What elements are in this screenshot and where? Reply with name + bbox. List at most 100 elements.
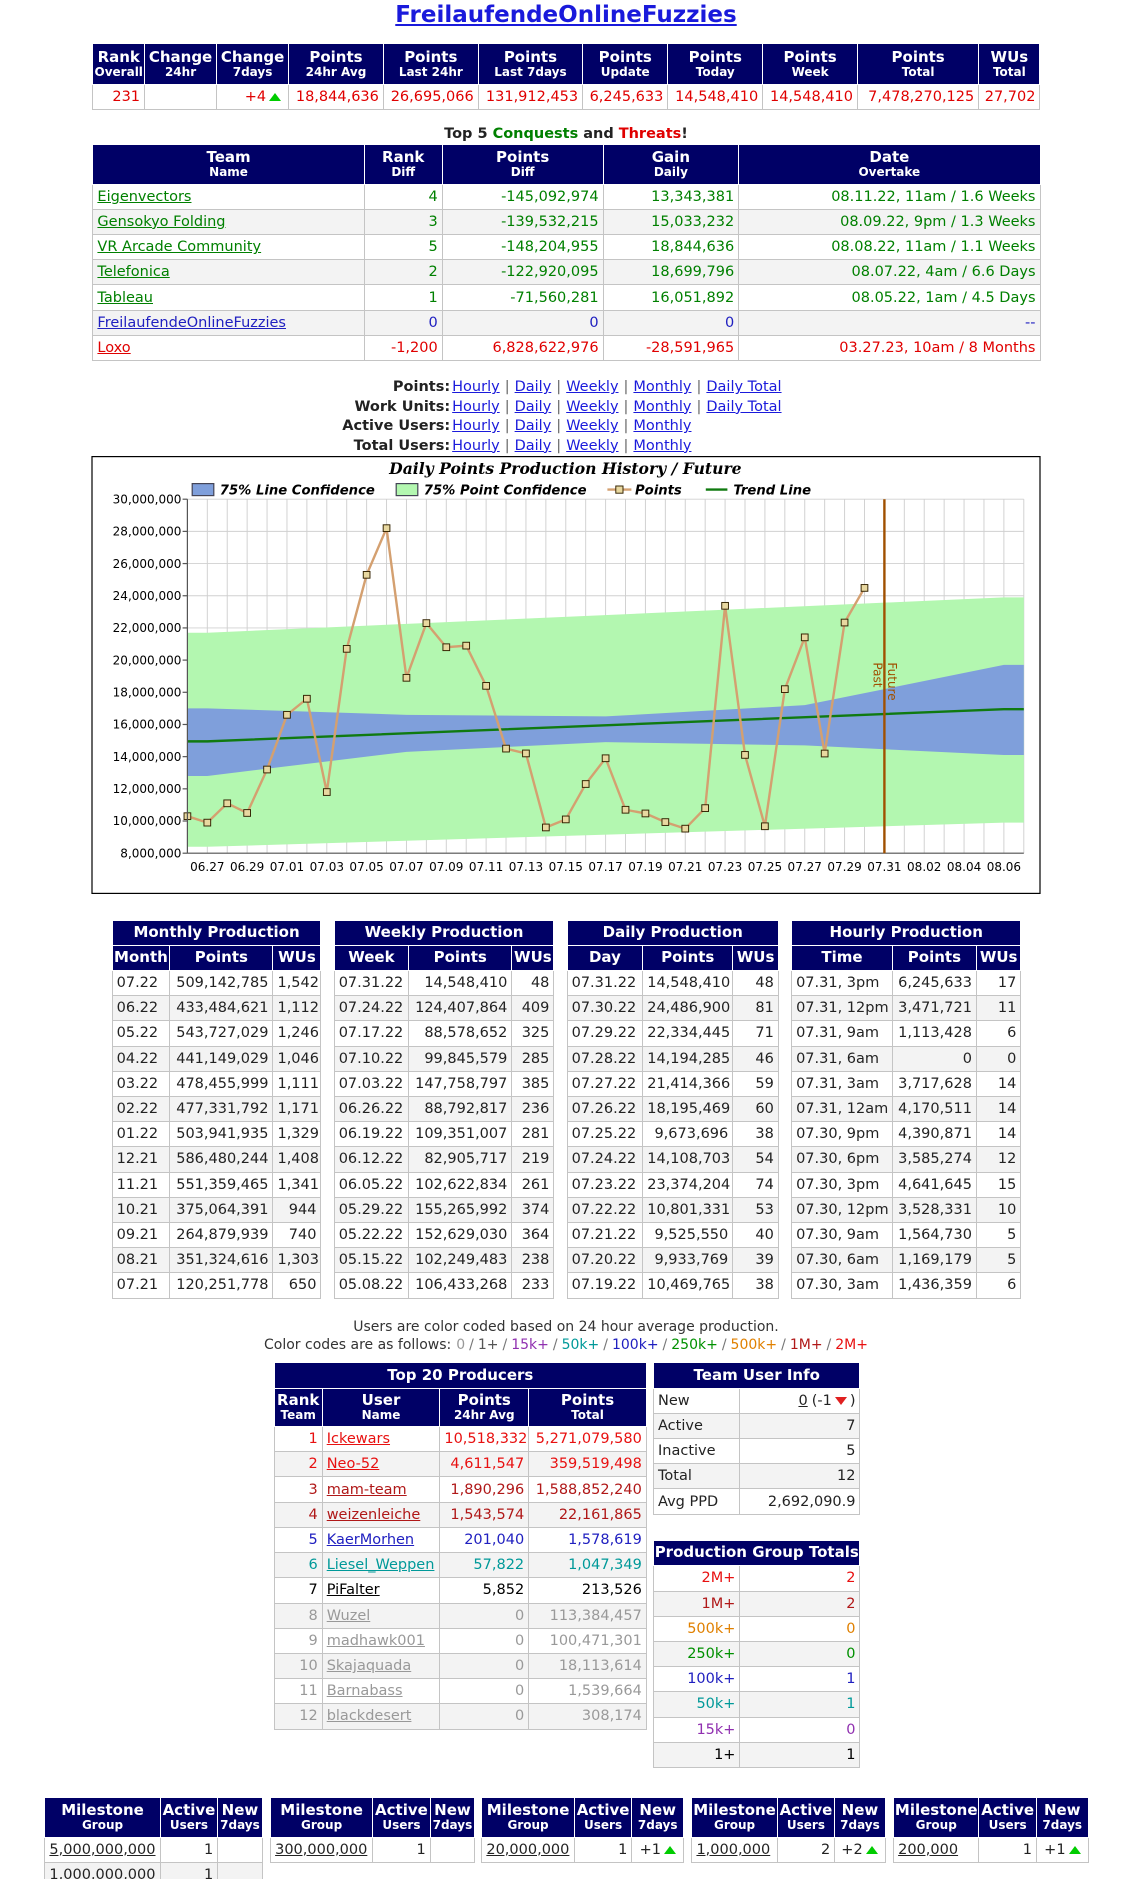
link-separator: |	[696, 398, 702, 415]
cell-link[interactable]: Gensokyo Folding	[97, 213, 226, 230]
nav-link[interactable]: Weekly	[566, 398, 619, 415]
cell-link[interactable]: Ickewars	[326, 1431, 391, 1448]
cell-link[interactable]: Liesel_Weppen	[326, 1557, 435, 1574]
table-cell: 300,000,000	[270, 1836, 374, 1863]
table-cell: 1,171	[272, 1095, 322, 1123]
table-row: 08.21 351,324,616 1,303	[111, 1247, 322, 1274]
cell-text: 07.31, 3am	[796, 1075, 880, 1092]
cell-text: 1	[308, 1431, 318, 1448]
cell-link[interactable]: 0	[798, 1392, 808, 1409]
cell-link[interactable]: 200,000	[898, 1841, 959, 1858]
cell-link[interactable]: madhawk001	[326, 1632, 425, 1649]
nav-link[interactable]: Monthly	[633, 398, 692, 415]
cell-link[interactable]: Skajaquada	[326, 1658, 412, 1674]
table-cell: Skajaquada	[321, 1652, 441, 1680]
nav-link[interactable]: Monthly	[633, 437, 692, 454]
cell-text: 500k+	[687, 1620, 736, 1637]
table-cell: -71,560,281	[441, 284, 604, 311]
nav-link[interactable]: Hourly	[452, 398, 500, 415]
cell-text: Total	[658, 1468, 692, 1485]
nav-link[interactable]: Daily Total	[706, 379, 782, 396]
cell-link[interactable]: Wuzel	[326, 1607, 371, 1624]
nav-link[interactable]: Daily	[514, 398, 552, 415]
team-user-info-table: Team User Info New 0 (-1) Active 7 Inactive 5 To…	[653, 1362, 861, 1515]
x-tick-label: 08.04	[947, 860, 981, 874]
cell-link[interactable]: Barnabass	[326, 1683, 403, 1700]
link-label: Work Units:	[354, 398, 451, 415]
cell-link[interactable]: 5,000,000,000	[49, 1841, 156, 1858]
table-cell: --	[738, 309, 1041, 336]
table-cell: 650	[272, 1272, 322, 1299]
table-title: Weekly Production	[333, 919, 555, 946]
x-tick-label: 07.23	[708, 860, 742, 874]
cell-link[interactable]: 1,000,000,000	[49, 1866, 156, 1879]
table-row: FreilaufendeOnlineFuzzies 0 0 0 --	[92, 309, 1041, 336]
table-cell: 385	[511, 1070, 555, 1097]
cell-link[interactable]: 20,000,000	[486, 1841, 570, 1858]
table-row: 231 +4 18,844,636 26,695,066 131,912,453 6,24…	[92, 84, 1041, 111]
nav-link[interactable]: Hourly	[452, 379, 500, 396]
table-row: 05.15.22 102,249,483 238	[333, 1247, 555, 1274]
cell-link[interactable]: PiFalter	[326, 1582, 380, 1599]
nav-link[interactable]: Daily	[514, 418, 552, 435]
cell-link[interactable]: KaerMorhen	[326, 1531, 415, 1548]
arrow-shape	[664, 1845, 676, 1854]
header-main: Points	[783, 47, 837, 66]
table-row: 07.22.22 10,801,331 53	[566, 1196, 779, 1223]
header-sub: Total	[571, 1407, 604, 1422]
cell-text: 06.19.22	[338, 1126, 404, 1143]
nav-link[interactable]: Weekly	[566, 437, 619, 454]
cell-text: 5	[428, 239, 438, 256]
cell-link[interactable]: 1,000,000	[696, 1841, 771, 1858]
data-point	[542, 823, 550, 832]
nav-link[interactable]: Hourly	[452, 437, 500, 454]
arrow-up-icon	[269, 93, 282, 102]
table-cell: 26,695,066	[382, 84, 479, 111]
cell-link[interactable]: Tableau	[97, 289, 153, 306]
link-separator: |	[504, 379, 510, 396]
nav-link[interactable]: Daily	[514, 379, 552, 396]
table-row: 500k+ 0	[653, 1615, 861, 1642]
table-row: 07.22 509,142,785 1,542	[111, 969, 322, 997]
nav-link[interactable]: Daily	[514, 437, 552, 454]
cell-text: 1,408	[277, 1151, 319, 1168]
link-row: Active Users: Hourly | Daily | Weekly | Monthly	[0, 418, 691, 434]
table-cell: 48	[732, 969, 779, 997]
nav-link[interactable]: Hourly	[452, 418, 500, 435]
nav-link[interactable]: Weekly	[566, 418, 619, 435]
table-cell: 04.22	[111, 1045, 171, 1072]
table-title: Daily Production	[566, 919, 779, 946]
cell-link[interactable]: 300,000,000	[275, 1841, 368, 1858]
cell-text: 07.25.22	[571, 1126, 637, 1143]
milestone-table: Milestone Group Active Users New 7days 200,000…	[893, 1797, 1089, 1863]
table-cell: 5,271,079,580	[528, 1426, 647, 1453]
cell-text: 14,548,410	[647, 975, 731, 992]
cell-text: 1,578,619	[568, 1531, 642, 1548]
cell-link[interactable]: Telefonica	[97, 264, 170, 281]
cell-link[interactable]: Neo-52	[326, 1456, 380, 1473]
team-title-link[interactable]: FreilaufendeOnlineFuzzies	[395, 2, 737, 28]
cell-text: 09.21	[116, 1227, 159, 1244]
cell-link[interactable]: blackdesert	[326, 1708, 412, 1725]
cell-text: 364	[521, 1227, 550, 1244]
cell-text: 82,905,717	[424, 1151, 508, 1168]
nav-link[interactable]: Monthly	[633, 379, 692, 396]
table-cell: -122,920,095	[441, 259, 604, 286]
data-point	[522, 749, 530, 758]
cell-text: 308,174	[581, 1708, 642, 1725]
y-tick-label: 18,000,000	[113, 685, 182, 699]
nav-link[interactable]: Monthly	[633, 418, 692, 435]
cell-text: 6	[1007, 1025, 1017, 1042]
table-row: 2M+ 2	[653, 1565, 861, 1592]
cell-link[interactable]: weizenleiche	[326, 1506, 421, 1523]
nav-link[interactable]: Daily Total	[706, 398, 782, 415]
cell-link[interactable]: Loxo	[97, 339, 131, 356]
table-row: 9 madhawk001 0 100,471,301	[273, 1627, 647, 1654]
cell-link[interactable]: mam-team	[326, 1481, 407, 1498]
cell-link[interactable]: FreilaufendeOnlineFuzzies	[97, 314, 286, 331]
nav-link[interactable]: Weekly	[566, 379, 619, 396]
table-row: 50k+ 1	[653, 1691, 861, 1718]
cell-link[interactable]: VR Arcade Community	[97, 239, 262, 256]
cell-link[interactable]: Eigenvectors	[97, 188, 192, 205]
cell-text: 3,717,628	[898, 1075, 972, 1092]
